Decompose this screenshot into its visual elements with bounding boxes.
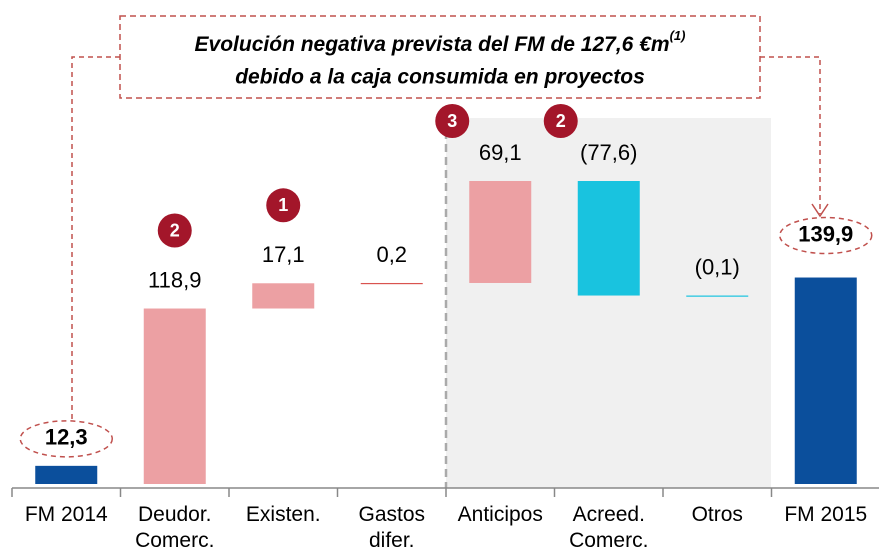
badge-label: 2 (170, 220, 180, 240)
arrowhead (811, 203, 829, 218)
value-label: 0,2 (376, 242, 407, 267)
bar (143, 308, 206, 484)
x-tick-line: Gastos (358, 503, 425, 526)
value-label: (0,1) (695, 254, 740, 279)
bar (794, 277, 857, 484)
x-tick-line: difer. (369, 529, 415, 552)
x-tick-label: Acreed. Comerc. (569, 503, 648, 552)
badge (543, 104, 578, 138)
callout-box (119, 15, 761, 99)
connector (71, 56, 120, 421)
label-highlight (19, 420, 113, 458)
value-label: 118,9 (148, 267, 201, 292)
x-tick-line: Comerc. (569, 529, 648, 552)
x-tick-line: Anticipos (458, 503, 543, 526)
x-tick-label: Anticipos (458, 503, 543, 526)
value-label: 139,9 (798, 221, 853, 246)
x-tick-line: Otros (692, 503, 743, 526)
x-tick-label: Otros (692, 503, 743, 526)
connector (760, 56, 821, 214)
x-tick-line: Deudor. (138, 503, 212, 526)
x-tick-line: Acreed. (573, 503, 645, 526)
badge (157, 213, 192, 248)
x-tick-label: Deudor. Comerc. (135, 503, 214, 552)
callout-line: Evolución negativa prevista del FM de 12… (195, 28, 686, 55)
badge-label: 3 (447, 111, 457, 131)
badge (266, 188, 301, 223)
bar (577, 181, 640, 296)
x-tick-label: FM 2015 (784, 503, 867, 526)
x-tick-label: FM 2014 (25, 503, 108, 526)
value-label: 69,1 (479, 140, 522, 165)
label-highlight (779, 216, 873, 255)
x-tick-line: FM 2015 (784, 503, 867, 526)
value-label: 12,3 (45, 425, 88, 450)
callout-text: debido a la caja consumida en proyectos (235, 66, 645, 89)
bar (252, 283, 315, 309)
bar (686, 295, 749, 297)
badge-label: 1 (278, 195, 288, 215)
x-tick-line: Existen. (246, 503, 321, 526)
highlight-region (446, 118, 771, 488)
bar (360, 282, 423, 285)
callout-text: Evolución negativa prevista del FM de 12… (195, 33, 670, 56)
x-tick-label: Existen. (246, 503, 321, 526)
x-tick-line: Comerc. (135, 529, 214, 552)
bar (469, 181, 532, 283)
badge (435, 104, 470, 138)
x-tick-line: FM 2014 (25, 503, 108, 526)
x-tick-label: Gastos difer. (358, 503, 425, 552)
value-label: (77,6) (580, 140, 637, 165)
callout-note: (1) (670, 28, 686, 43)
bar (35, 465, 98, 484)
value-label: 17,1 (262, 242, 305, 267)
badge-label: 2 (556, 111, 566, 131)
